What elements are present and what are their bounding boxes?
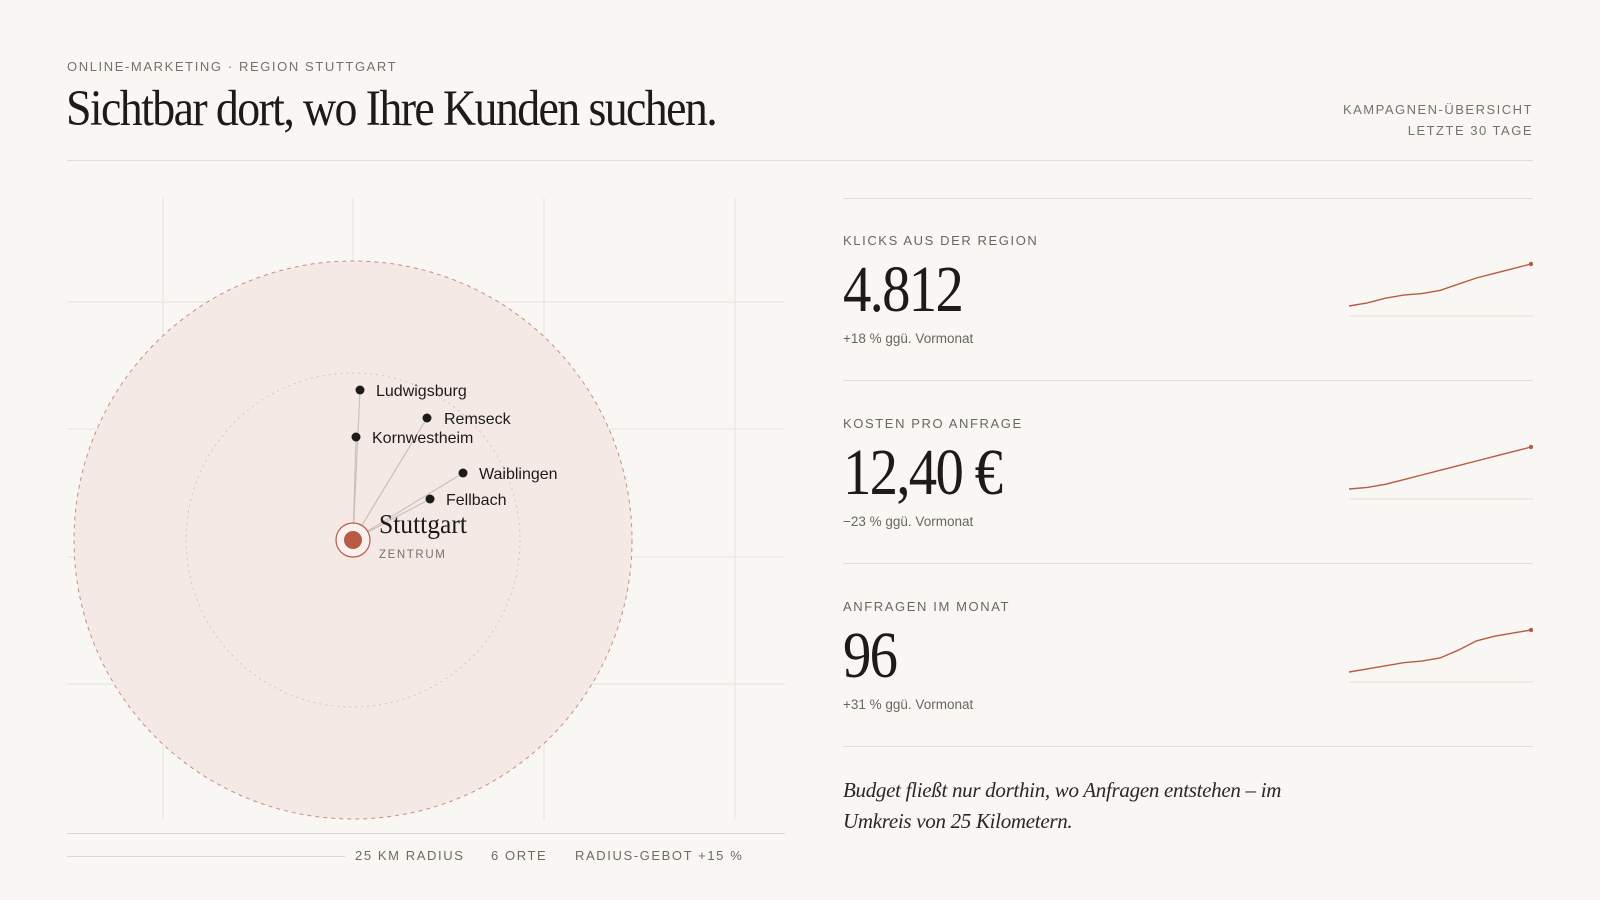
metric-value: 4.812: [843, 253, 964, 326]
header-divider: [67, 160, 1533, 161]
budget-note: Budget fließt nur dorthin, wo Anfragen e…: [843, 778, 1282, 833]
place-dot-waiblingen: [458, 468, 468, 478]
center-dot: [344, 531, 362, 549]
metric-clicks: KLICKS AUS DER REGION 4.812 +18 % ggü. V…: [843, 198, 1533, 380]
bid-stat: RADIUS-GEBOT +15 %: [575, 848, 744, 863]
metric-delta: −23 % ggü. Vormonat: [843, 514, 974, 529]
sparkline: [1349, 261, 1533, 317]
metric-delta: +18 % ggü. Vormonat: [843, 331, 974, 346]
metric-value: 12,40 €: [843, 436, 1003, 509]
map-footer: 25 KM RADIUS 6 ORTE RADIUS-GEBOT +15 %: [67, 833, 785, 863]
place-label-fellbach: Fellbach: [446, 492, 506, 509]
center-label: Stuttgart: [379, 509, 467, 539]
metric-label: KOSTEN PRO ANFRAGE: [843, 416, 1023, 431]
campaign-overview: KAMPAGNEN-ÜBERSICHT LETZTE 30 TAGE: [1343, 99, 1533, 141]
metrics-rule-1: [843, 380, 1533, 381]
map-graphic: Ludwigsburg Remseck Kornwestheim Waiblin…: [67, 198, 785, 820]
metric-value: 96: [843, 619, 898, 692]
page-title: Sichtbar dort, wo Ihre Kunden suchen.: [66, 81, 718, 137]
radius-stat: 25 KM RADIUS: [355, 848, 465, 863]
metrics-rule-3: [843, 746, 1533, 747]
place-label-kornwestheim: Kornwestheim: [372, 430, 473, 447]
places-stat: 6 ORTE: [491, 848, 548, 863]
place-dot-fellbach: [425, 494, 435, 504]
place-dot-kornwestheim: [351, 432, 361, 442]
eyebrow: ONLINE-MARKETING · REGION STUTTGART: [67, 59, 398, 74]
metric-label: ANFRAGEN IM MONAT: [843, 599, 1011, 614]
place-label-waiblingen: Waiblingen: [479, 466, 558, 483]
overview-period: LETZTE 30 TAGE: [1407, 123, 1533, 138]
overview-title: KAMPAGNEN-ÜBERSICHT: [1342, 102, 1533, 117]
metric-label: KLICKS AUS DER REGION: [843, 233, 1039, 248]
region-map: Ludwigsburg Remseck Kornwestheim Waiblin…: [67, 198, 785, 820]
map-footer-accent-rule: [67, 856, 345, 857]
place-dot-ludwigsburg: [355, 385, 365, 395]
place-label-ludwigsburg: Ludwigsburg: [376, 383, 467, 400]
metric-cost-per-lead: KOSTEN PRO ANFRAGE 12,40 € −23 % ggü. Vo…: [843, 381, 1533, 563]
sparkline: [1349, 444, 1533, 500]
inner-ring: [185, 372, 521, 708]
place-dot-remseck: [422, 413, 432, 423]
metrics-rule-top: [843, 198, 1533, 199]
metric-delta: +31 % ggü. Vormonat: [843, 697, 974, 712]
metric-leads: ANFRAGEN IM MONAT 96 +31 % ggü. Vormonat: [843, 564, 1533, 746]
center-sublabel: ZENTRUM: [379, 549, 446, 561]
metrics-rule-2: [843, 563, 1533, 564]
sparkline: [1349, 627, 1533, 683]
place-label-remseck: Remseck: [444, 411, 512, 428]
map-footer-rule: [67, 833, 785, 834]
